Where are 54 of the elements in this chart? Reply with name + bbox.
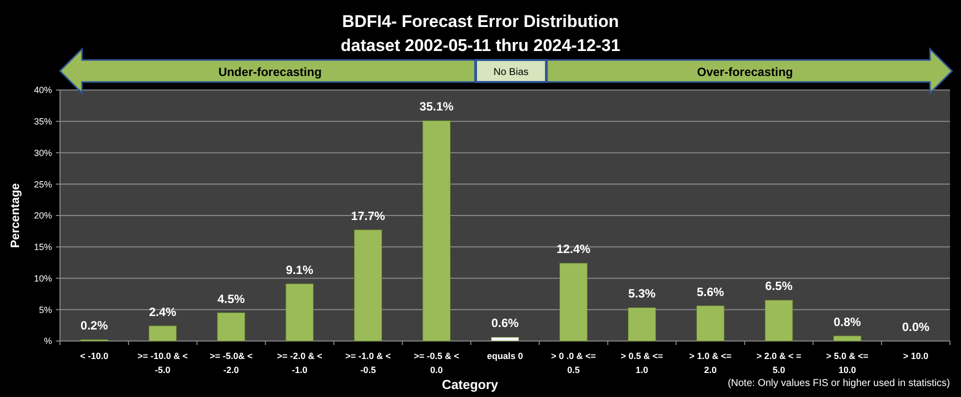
x-tick-label: > 1.0 & <= 2.0 bbox=[689, 351, 732, 375]
text: (Note: Only values FIS or higher used in statistics) bbox=[728, 378, 950, 389]
y-tick-label: 35% bbox=[34, 116, 52, 127]
text: Over-forecasting bbox=[696, 65, 794, 79]
text: No Bias bbox=[493, 67, 529, 78]
y-axis-title: Percentage bbox=[8, 182, 22, 248]
bar bbox=[148, 326, 177, 342]
data-label: 0.2% bbox=[80, 318, 108, 333]
x-tick-label: >= -5.0& < -2.0 bbox=[210, 351, 253, 375]
data-label: 35.1% bbox=[420, 100, 454, 114]
y-tick-label: 10% bbox=[34, 273, 52, 284]
x-tick-label: >= -1.0 & < -0.5 bbox=[345, 351, 391, 375]
chart-subtitle: dataset 2002-05-11 thru 2024-12-31 bbox=[340, 36, 620, 55]
x-tick-label: > 5.0 & <= 10.0 bbox=[826, 351, 868, 375]
data-label: 17.7% bbox=[351, 208, 386, 223]
x-axis-title: Category bbox=[442, 377, 499, 392]
x-tick-label: equals 0 bbox=[486, 351, 524, 361]
data-label: 0.0% bbox=[902, 320, 930, 334]
data-label: 12.4% bbox=[556, 242, 591, 256]
bar bbox=[286, 284, 314, 342]
bar bbox=[628, 307, 656, 342]
x-tick-label: >= -0.5 & < 0.0 bbox=[414, 351, 460, 375]
text: Under-forecasting bbox=[218, 65, 322, 79]
data-label: 5.6% bbox=[696, 284, 724, 299]
data-label: 2.4% bbox=[149, 304, 177, 319]
bar bbox=[491, 336, 519, 342]
x-tick-label: > 0 .0 & <= 0.5 bbox=[551, 351, 596, 375]
bar bbox=[354, 230, 382, 342]
bar bbox=[833, 336, 862, 342]
x-tick-label: > 10.0 bbox=[903, 351, 928, 361]
data-label: 9.1% bbox=[286, 262, 314, 277]
x-tick-label: >= -2.0 & < -1.0 bbox=[276, 351, 322, 375]
y-tick-label: 30% bbox=[34, 148, 52, 158]
x-tick-label: > 2.0 & < = 5.0 bbox=[756, 351, 802, 375]
data-label: 0.8% bbox=[834, 314, 862, 329]
y-tick-label: % bbox=[44, 336, 52, 346]
data-label: 4.5% bbox=[217, 292, 246, 306]
bar bbox=[217, 312, 246, 342]
x-tick-label: < -10.0 bbox=[80, 351, 108, 361]
bar bbox=[696, 306, 724, 342]
y-tick-label: 15% bbox=[34, 242, 52, 252]
bar bbox=[764, 300, 793, 342]
chart-title: BDFI4- Forecast Error Distribution bbox=[342, 12, 619, 31]
data-label: 6.5% bbox=[765, 279, 793, 294]
y-tick-label: 20% bbox=[34, 210, 52, 221]
data-label: 0.6% bbox=[491, 316, 519, 330]
x-tick-label: > 0.5 & <= 1.0 bbox=[620, 351, 664, 375]
bar bbox=[422, 120, 450, 342]
x-tick-label: >= -10.0 & < -5.0 bbox=[138, 351, 188, 375]
bar bbox=[560, 262, 588, 342]
y-tick-label: 5% bbox=[38, 304, 52, 315]
data-label: 5.3% bbox=[628, 286, 656, 301]
y-tick-label: 25% bbox=[34, 179, 52, 190]
y-tick-label: 40% bbox=[34, 85, 52, 96]
